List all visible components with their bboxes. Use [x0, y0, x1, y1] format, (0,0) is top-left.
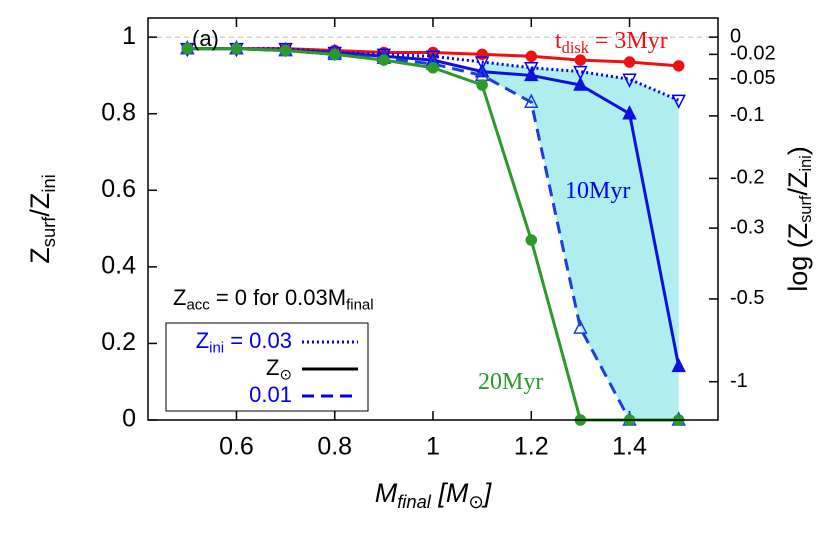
y2-tick-label: -0.02: [730, 43, 776, 65]
annotation-part: acc: [186, 297, 210, 314]
marker: [181, 42, 194, 55]
annotation-part: t: [555, 28, 562, 54]
x-tick-label: 1: [426, 433, 440, 461]
marker: [474, 56, 490, 71]
marker: [427, 62, 439, 74]
y2-axis-label-part: ini: [798, 155, 816, 171]
marker: [425, 50, 441, 65]
legend-box: [165, 322, 369, 412]
marker: [573, 65, 588, 81]
marker: [622, 73, 637, 88]
x-axis-label-part: ]: [481, 478, 493, 508]
y-axis-label: Zsurf/Zini: [25, 174, 59, 263]
marker: [279, 44, 292, 57]
marker: [524, 93, 539, 108]
marker: [672, 60, 685, 72]
y-tick-label: 0.6: [101, 175, 136, 203]
marker: [328, 48, 341, 61]
marker: [476, 79, 488, 91]
marker: [476, 48, 488, 61]
legend-label: 0.01: [249, 382, 292, 407]
y2-tick-label: -0.3: [730, 216, 764, 238]
y2-tick-label: -0.5: [730, 287, 764, 309]
marker: [671, 357, 686, 373]
marker: [574, 54, 587, 66]
marker: [623, 56, 636, 68]
x-axis-label: Mfinal [M⊙]: [375, 478, 493, 512]
shaded-area: [482, 62, 679, 421]
x-tick-label: 1.2: [514, 433, 549, 461]
legend-label-part: ini: [209, 340, 224, 357]
annotation-part: (a): [192, 26, 219, 51]
annotation-part: 10Myr: [565, 178, 630, 204]
marker: [525, 234, 538, 246]
y-tick-label: 0.2: [101, 328, 136, 356]
y-tick-label: 0.8: [101, 98, 136, 126]
y2-axis-label-part: /Z: [783, 172, 813, 196]
y2-axis-label-part: ): [783, 146, 813, 155]
marker: [378, 54, 390, 66]
x-axis-label-part: M: [375, 478, 398, 508]
marker: [671, 94, 686, 109]
marker: [524, 62, 539, 77]
legend-label-part: 0.01: [249, 382, 292, 407]
y-axis-label-part: /Z: [25, 193, 55, 217]
y2-tick-label: 0: [730, 25, 741, 47]
marker: [230, 42, 243, 55]
plot-frame: [147, 17, 719, 421]
y2-tick-label: -0.2: [730, 167, 764, 189]
annotation: Zacc = 0 for 0.03Mfinal: [173, 285, 374, 314]
x-axis-label-part: ⊙: [468, 491, 483, 512]
legend-label-part: = 0.03: [224, 328, 292, 353]
annotation: (a): [192, 26, 219, 51]
y2-axis-label: log (Zsurf/Zini): [783, 146, 815, 292]
annotation: tdisk = 3Myr: [555, 28, 668, 57]
marker: [573, 76, 588, 91]
annotation-part: Z: [173, 285, 186, 310]
y2-axis-label-part: surf: [798, 195, 816, 223]
legend-label-part: ⊙: [279, 367, 292, 384]
x-tick-label: 1.4: [612, 433, 647, 461]
marker: [573, 319, 588, 334]
marker: [622, 105, 637, 120]
x-axis-label-part: [M: [431, 478, 469, 508]
annotation-part: = 3Myr: [589, 28, 668, 54]
annotation-part: disk: [562, 38, 590, 57]
y-axis-label-part: ini: [38, 174, 59, 192]
legend-label: Z⊙: [266, 355, 292, 384]
y2-axis-label-part: log (Z: [783, 223, 813, 292]
annotation: 20Myr: [478, 369, 543, 395]
y-tick-label: 1: [122, 22, 136, 50]
y-axis-label-part: Z: [25, 247, 55, 264]
legend-label-part: Z: [196, 328, 209, 353]
y2-tick-label: -0.05: [730, 67, 776, 89]
marker: [525, 50, 538, 63]
annotation-part: 20Myr: [478, 369, 543, 395]
x-tick-label: 0.6: [219, 433, 254, 461]
annotation-part: final: [346, 297, 373, 314]
y-axis-label-part: surf: [38, 216, 59, 248]
legend-label-part: Z: [266, 355, 279, 380]
legend-label: Zini = 0.03: [196, 328, 292, 357]
y2-tick-label: -0.1: [730, 104, 764, 126]
y-tick-label: 0: [122, 405, 136, 433]
annotation-part: = 0 for 0.03M: [210, 285, 346, 310]
y2-tick-label: -1: [730, 370, 748, 392]
y-tick-label: 0.4: [101, 251, 136, 279]
marker: [524, 66, 539, 82]
x-axis-label-part: final: [397, 491, 432, 512]
annotation: 10Myr: [565, 178, 630, 204]
x-tick-label: 0.8: [317, 433, 352, 461]
